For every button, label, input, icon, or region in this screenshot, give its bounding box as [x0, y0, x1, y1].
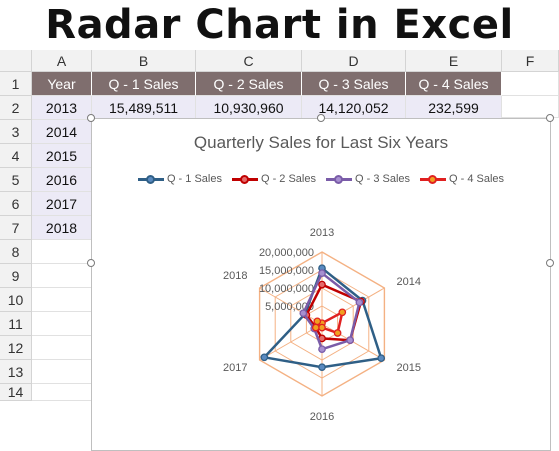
- axis-tick-label: 15,000,000: [259, 265, 314, 277]
- row-header-11[interactable]: 11: [0, 312, 32, 336]
- cell-f1[interactable]: [502, 72, 559, 96]
- column-header-a[interactable]: A: [32, 50, 92, 72]
- legend-item-q3[interactable]: Q - 3 Sales: [326, 173, 410, 185]
- cell-e2[interactable]: 232,599: [406, 96, 502, 120]
- cell-b2[interactable]: 15,489,511: [92, 96, 196, 120]
- cell-c2[interactable]: 10,930,960: [196, 96, 302, 120]
- cell-a10[interactable]: [32, 288, 92, 312]
- chart-legend[interactable]: Q - 1 Sales Q - 2 Sales Q - 3 Sales Q - …: [92, 173, 550, 185]
- chart-title[interactable]: Quarterly Sales for Last Six Years: [193, 133, 449, 152]
- cell-a12[interactable]: [32, 336, 92, 360]
- data-point-q3-2016: [318, 345, 326, 354]
- data-point-q4-2018: [313, 317, 322, 326]
- resize-handle-left[interactable]: [87, 259, 95, 267]
- row-header-8[interactable]: 8: [0, 240, 32, 264]
- row-header-7[interactable]: 7: [0, 216, 32, 240]
- legend-label-q4: Q - 4 Sales: [449, 173, 505, 185]
- legend-swatch-q2: [231, 174, 258, 184]
- row-header-9[interactable]: 9: [0, 264, 32, 288]
- banner-title: Radar Chart in Excel: [45, 2, 514, 48]
- data-point-q4-2014: [338, 308, 347, 317]
- category-label-2017: 2017: [223, 362, 247, 374]
- legend-swatch-q1: [137, 174, 164, 184]
- spreadsheet: A B C D E F 1 2 3 4 5 6 7 8 9 10 11 12 1…: [0, 50, 559, 451]
- column-header-c[interactable]: C: [196, 50, 302, 72]
- cell-a6[interactable]: 2017: [32, 192, 92, 216]
- data-point-q3-2018: [299, 309, 308, 318]
- data-point-q3-2015: [346, 336, 354, 345]
- category-label-2014: 2014: [397, 276, 421, 288]
- cell-a14[interactable]: [32, 384, 92, 401]
- data-point-q3-2014: [355, 298, 364, 307]
- axis-tick-label: 20,000,000: [259, 247, 314, 259]
- cell-a7[interactable]: 2018: [32, 216, 92, 240]
- data-point-q1-2016: [318, 363, 326, 372]
- axis-spoke-2018: [259, 287, 323, 325]
- row-header-14[interactable]: 14: [0, 384, 32, 401]
- column-header-f[interactable]: F: [502, 50, 559, 72]
- cell-a13[interactable]: [32, 360, 92, 384]
- category-label-2016: 2016: [310, 411, 334, 423]
- row-header-4[interactable]: 4: [0, 144, 32, 168]
- radar-plot-area[interactable]: 20,000,00015,000,00010,000,0005,000,0002…: [92, 119, 550, 450]
- cell-c1-q2-sales[interactable]: Q - 2 Sales: [196, 72, 302, 96]
- data-point-q4-2016: [318, 323, 326, 332]
- legend-item-q4[interactable]: Q - 4 Sales: [420, 173, 504, 185]
- resize-handle-top-right[interactable]: [546, 114, 554, 122]
- legend-swatch-q3: [326, 174, 352, 184]
- cell-a1-year[interactable]: Year: [32, 72, 92, 96]
- legend-label-q3: Q - 3 Sales: [355, 173, 411, 185]
- cell-e1-q4-sales[interactable]: Q - 4 Sales: [406, 72, 502, 96]
- row-header-6[interactable]: 6: [0, 192, 32, 216]
- data-point-q4-2015: [333, 329, 342, 337]
- cell-a5[interactable]: 2016: [32, 168, 92, 192]
- row-header-5[interactable]: 5: [0, 168, 32, 192]
- cell-b1-q1-sales[interactable]: Q - 1 Sales: [92, 72, 196, 96]
- column-header-d[interactable]: D: [302, 50, 406, 72]
- column-header-b[interactable]: B: [92, 50, 196, 72]
- legend-item-q1[interactable]: Q - 1 Sales: [137, 173, 222, 185]
- data-point-q2-2013: [318, 280, 326, 289]
- row-header-12[interactable]: 12: [0, 336, 32, 360]
- resize-handle-right[interactable]: [546, 259, 554, 267]
- cell-d1-q3-sales[interactable]: Q - 3 Sales: [302, 72, 406, 96]
- data-point-q4-2017: [311, 323, 320, 332]
- resize-handle-top[interactable]: [317, 114, 325, 122]
- cell-a3[interactable]: 2014: [32, 120, 92, 144]
- category-label-2018: 2018: [223, 270, 247, 282]
- cell-a11[interactable]: [32, 312, 92, 336]
- cell-a8[interactable]: [32, 240, 92, 264]
- axis-tick-label: 10,000,000: [259, 283, 314, 295]
- data-point-q1-2017: [260, 353, 269, 362]
- row-header-10[interactable]: 10: [0, 288, 32, 312]
- category-label-2013: 2013: [310, 227, 334, 239]
- cell-a2[interactable]: 2013: [32, 96, 92, 120]
- cell-a4[interactable]: 2015: [32, 144, 92, 168]
- radar-chart[interactable]: Quarterly Sales for Last Six Years Q - 1…: [87, 114, 554, 451]
- legend-label-q2: Q - 2 Sales: [260, 173, 316, 185]
- row-header-13[interactable]: 13: [0, 360, 32, 384]
- legend-swatch-q4: [420, 174, 447, 184]
- column-header-e[interactable]: E: [406, 50, 502, 72]
- data-point-q3-2013: [318, 269, 326, 278]
- resize-handle-top-left[interactable]: [87, 114, 95, 122]
- legend-item-q2[interactable]: Q - 2 Sales: [231, 173, 316, 185]
- category-label-2015: 2015: [397, 362, 421, 374]
- data-point-q1-2015: [377, 354, 386, 363]
- row-header-3[interactable]: 3: [0, 120, 32, 144]
- row-header-2[interactable]: 2: [0, 96, 32, 120]
- legend-label-q1: Q - 1 Sales: [166, 173, 222, 185]
- select-all-corner[interactable]: [0, 50, 32, 72]
- cell-a9[interactable]: [32, 264, 92, 288]
- row-header-1[interactable]: 1: [0, 72, 32, 96]
